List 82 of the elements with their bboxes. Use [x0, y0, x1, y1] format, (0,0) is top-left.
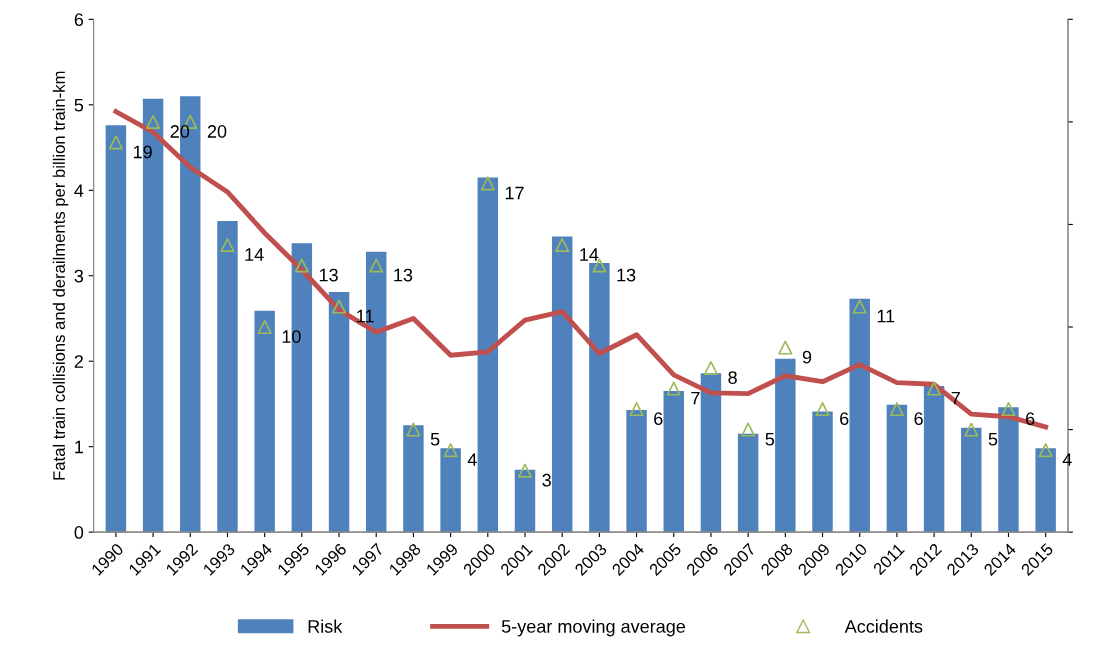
- point: [108, 135, 123, 150]
- bar: [514, 469, 536, 533]
- data-label: 6: [914, 412, 923, 426]
- data-label: 4: [1062, 453, 1072, 466]
- bar: [1035, 448, 1056, 533]
- data-label: 11: [877, 309, 895, 323]
- bar: [700, 373, 722, 533]
- bar: [105, 125, 127, 533]
- legend-label: 5-year moving average: [501, 619, 686, 637]
- data-label: 7: [951, 391, 960, 405]
- bar: [477, 177, 499, 533]
- point: [703, 360, 718, 376]
- point: [927, 381, 942, 396]
- line-series: [113, 109, 1049, 430]
- point: [369, 258, 384, 273]
- y-tick-label: 2: [74, 355, 83, 368]
- y-tick-label: 5: [74, 98, 84, 112]
- bar: [626, 409, 647, 533]
- bar: [998, 407, 1019, 533]
- data-label: 4: [467, 453, 477, 466]
- point: [666, 381, 681, 396]
- point: [294, 258, 309, 273]
- bar: [775, 358, 796, 533]
- bar: [551, 236, 573, 533]
- data-label: 9: [802, 350, 812, 364]
- point: [629, 402, 644, 417]
- point: [964, 422, 979, 437]
- data-label: 19: [133, 145, 152, 159]
- bar: [961, 427, 982, 533]
- y-tick-label: 3: [74, 269, 84, 283]
- bar: [849, 298, 870, 533]
- data-label: 13: [617, 268, 636, 282]
- point: [517, 463, 533, 478]
- data-label: 6: [654, 412, 663, 426]
- data-label: 6: [840, 412, 849, 426]
- bar: [403, 425, 424, 533]
- point: [220, 237, 235, 253]
- bar: [923, 385, 945, 533]
- point: [555, 237, 570, 253]
- bar: [886, 404, 908, 533]
- bar: [589, 262, 610, 533]
- data-label: 3: [542, 473, 551, 487]
- bar: [440, 448, 461, 533]
- data-label: 5: [988, 432, 998, 446]
- legend-label: Accidents: [844, 619, 923, 633]
- data-label: 13: [319, 268, 338, 282]
- point: [1001, 402, 1016, 417]
- data-label: 7: [691, 391, 700, 405]
- bar: [812, 411, 833, 533]
- point: [480, 176, 495, 191]
- data-label: 10: [282, 330, 301, 343]
- y-tick-label: 0: [74, 526, 84, 539]
- data-label: 11: [357, 309, 374, 323]
- data-label: 17: [505, 186, 524, 200]
- data-label: 14: [580, 248, 599, 261]
- legend-label: Risk: [308, 619, 343, 633]
- point: [1038, 443, 1053, 458]
- data-label: 5: [430, 432, 440, 446]
- point: [406, 422, 421, 437]
- bar: [663, 391, 684, 533]
- point: [778, 340, 793, 355]
- data-label: 5: [765, 432, 775, 446]
- bar: [737, 433, 759, 533]
- bar: [254, 310, 275, 533]
- bar: [328, 291, 350, 533]
- point: [852, 299, 867, 314]
- point: [257, 319, 272, 335]
- data-label: 14: [245, 248, 264, 261]
- point: [443, 443, 458, 458]
- point: [331, 299, 347, 314]
- y-tick-label: 4: [74, 184, 84, 197]
- point: [815, 402, 830, 417]
- point: [741, 422, 756, 437]
- point: [889, 402, 904, 417]
- bar: [217, 221, 238, 533]
- y-tick-label: 1: [75, 440, 83, 454]
- data-label: 8: [728, 371, 737, 384]
- data-label: 13: [394, 268, 413, 282]
- y-axis-title: Fatal train collisions and derailments per billion train-km: [52, 71, 69, 480]
- y-tick-label: 6: [74, 13, 84, 27]
- point: [146, 114, 161, 129]
- data-label: 20: [207, 125, 227, 138]
